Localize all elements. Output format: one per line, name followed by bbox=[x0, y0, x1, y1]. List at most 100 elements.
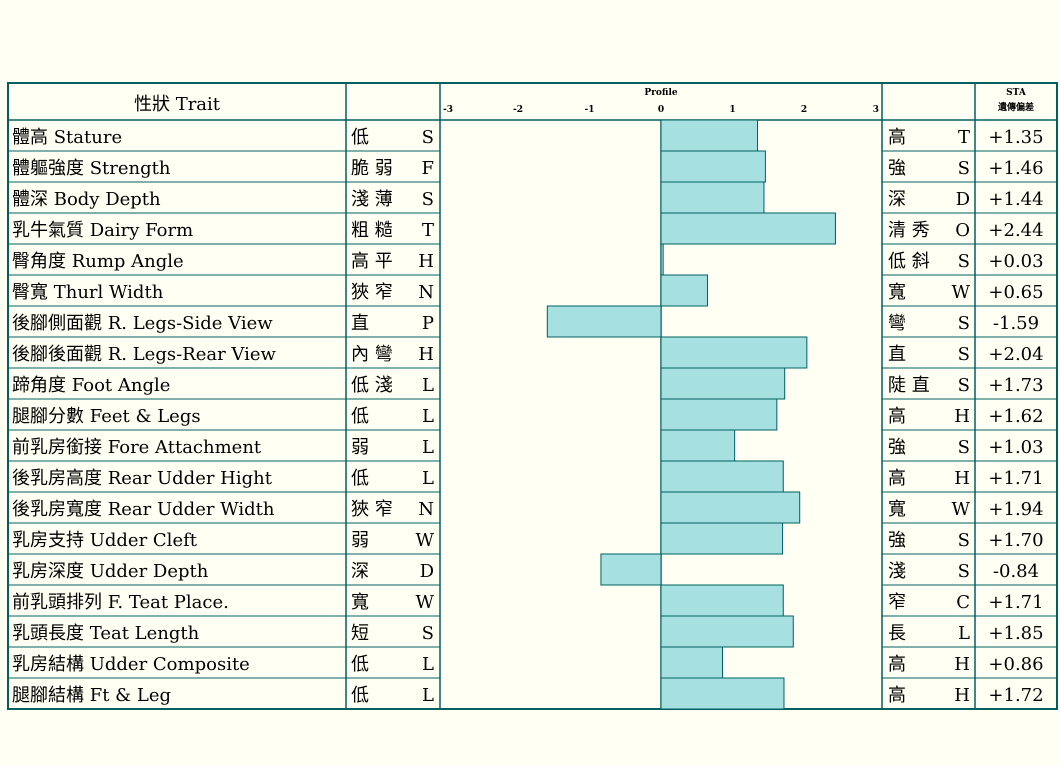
high-descriptor: 寬 bbox=[888, 282, 906, 303]
bar bbox=[660, 336, 808, 369]
bar bbox=[660, 119, 759, 152]
high-descriptor: 窄 bbox=[888, 592, 906, 613]
low-descriptor: 弱 bbox=[351, 437, 369, 458]
sta-value: +1.44 bbox=[988, 189, 1043, 210]
high-code: H bbox=[954, 406, 970, 427]
low-descriptor: 低 bbox=[351, 406, 369, 427]
high-descriptor: 淺 bbox=[888, 561, 906, 582]
low-code: D bbox=[420, 561, 434, 582]
trait-label: 臀角度 Rump Angle bbox=[12, 251, 184, 272]
low-descriptor: 低 淺 bbox=[351, 375, 393, 396]
high-code: D bbox=[956, 189, 970, 210]
bar bbox=[660, 584, 784, 617]
high-descriptor: 深 bbox=[888, 189, 906, 210]
low-descriptor: 短 bbox=[351, 623, 369, 644]
low-descriptor: 低 bbox=[351, 654, 369, 675]
bars-layer bbox=[546, 119, 836, 710]
low-code: L bbox=[422, 685, 434, 706]
low-descriptor: 內 彎 bbox=[351, 344, 393, 365]
low-code: N bbox=[418, 282, 434, 303]
low-code: H bbox=[418, 251, 434, 272]
high-descriptor: 強 bbox=[888, 437, 906, 458]
low-descriptor: 低 bbox=[351, 468, 369, 489]
trait-label: 前乳頭排列 F. Teat Place. bbox=[12, 592, 229, 613]
low-code: T bbox=[422, 220, 434, 241]
trait-label: 乳房支持 Udder Cleft bbox=[12, 530, 198, 551]
trait-label: 前乳房銜接 Fore Attachment bbox=[12, 437, 262, 458]
sta-value: +1.71 bbox=[988, 592, 1043, 613]
high-code: S bbox=[958, 561, 970, 582]
low-code: W bbox=[415, 530, 434, 551]
trait-label: 乳牛氣質 Dairy Form bbox=[12, 220, 193, 241]
sta-value: +1.73 bbox=[988, 375, 1043, 396]
high-code: S bbox=[958, 251, 970, 272]
high-code: C bbox=[956, 592, 970, 613]
header-profile: Profile bbox=[644, 88, 677, 98]
bar bbox=[660, 491, 801, 524]
high-descriptor: 高 bbox=[888, 685, 906, 706]
high-code: S bbox=[958, 344, 970, 365]
tick-label: -3 bbox=[443, 105, 453, 115]
bar bbox=[660, 460, 784, 493]
bar bbox=[546, 305, 662, 338]
high-code: H bbox=[954, 685, 970, 706]
tick-label: 2 bbox=[801, 105, 807, 115]
trait-label: 蹄角度 Foot Angle bbox=[12, 375, 170, 396]
high-code: W bbox=[951, 499, 970, 520]
low-code: S bbox=[422, 127, 434, 148]
bar bbox=[660, 181, 765, 214]
sta-value: +1.72 bbox=[988, 685, 1043, 706]
bar bbox=[660, 646, 723, 679]
bar bbox=[660, 398, 778, 431]
low-descriptor: 低 bbox=[351, 127, 369, 148]
low-descriptor: 寬 bbox=[351, 592, 369, 613]
high-code: H bbox=[954, 654, 970, 675]
text-layer: 性狀 Trait Profile STA 遺傳偏差 -3 -2 -1 0 1 2 3 體高 S… bbox=[12, 88, 1044, 706]
high-descriptor: 長 bbox=[888, 623, 906, 644]
high-code: O bbox=[955, 220, 970, 241]
sta-value: +0.86 bbox=[988, 654, 1043, 675]
trait-label: 後乳房高度 Rear Udder Hight bbox=[12, 468, 273, 489]
tick-label: 1 bbox=[729, 105, 735, 115]
sta-value: -0.84 bbox=[993, 561, 1039, 582]
low-code: L bbox=[422, 654, 434, 675]
high-descriptor: 直 bbox=[888, 344, 906, 365]
trait-label: 乳房結構 Udder Composite bbox=[12, 654, 250, 675]
low-descriptor: 淺 薄 bbox=[351, 189, 393, 210]
tick-label: -2 bbox=[513, 105, 523, 115]
sta-value: +1.62 bbox=[988, 406, 1043, 427]
trait-label: 體軀強度 Strength bbox=[12, 158, 171, 179]
low-descriptor: 弱 bbox=[351, 530, 369, 551]
low-descriptor: 直 bbox=[351, 313, 369, 334]
trait-label: 乳頭長度 Teat Length bbox=[12, 623, 200, 644]
high-descriptor: 低 斜 bbox=[888, 251, 930, 272]
high-code: S bbox=[958, 530, 970, 551]
low-descriptor: 低 bbox=[351, 685, 369, 706]
trait-label: 後腳後面觀 R. Legs-Rear View bbox=[12, 344, 277, 365]
low-code: L bbox=[422, 406, 434, 427]
bar bbox=[660, 429, 736, 462]
bar bbox=[660, 522, 784, 555]
bar bbox=[660, 243, 664, 276]
table-grid bbox=[7, 82, 1058, 710]
sta-value: -1.59 bbox=[993, 313, 1039, 334]
high-descriptor: 高 bbox=[888, 127, 906, 148]
table-border bbox=[7, 82, 1058, 710]
high-descriptor: 清 秀 bbox=[888, 220, 930, 241]
trait-label: 後腳側面觀 R. Legs-Side View bbox=[12, 313, 273, 334]
high-descriptor: 陡 直 bbox=[888, 375, 930, 396]
low-code: L bbox=[422, 437, 434, 458]
high-descriptor: 高 bbox=[888, 654, 906, 675]
high-code: T bbox=[958, 127, 970, 148]
sta-value: +1.85 bbox=[988, 623, 1043, 644]
low-code: L bbox=[422, 375, 434, 396]
low-descriptor: 粗 糙 bbox=[351, 220, 393, 241]
high-code: S bbox=[958, 437, 970, 458]
low-code: H bbox=[418, 344, 434, 365]
sta-value: +1.71 bbox=[988, 468, 1043, 489]
sta-value: +1.03 bbox=[988, 437, 1043, 458]
bar bbox=[660, 615, 794, 648]
high-descriptor: 強 bbox=[888, 530, 906, 551]
high-code: H bbox=[954, 468, 970, 489]
trait-label: 臀寬 Thurl Width bbox=[12, 282, 164, 303]
